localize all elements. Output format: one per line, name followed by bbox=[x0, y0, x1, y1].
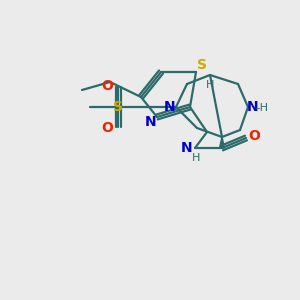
Text: O: O bbox=[248, 129, 260, 143]
Text: O: O bbox=[101, 79, 113, 93]
Text: N: N bbox=[181, 141, 193, 155]
Text: N: N bbox=[247, 100, 259, 114]
Text: S: S bbox=[113, 100, 123, 114]
Text: N: N bbox=[164, 100, 176, 114]
Text: S: S bbox=[197, 58, 207, 72]
Text: –H: –H bbox=[254, 103, 268, 113]
Text: H: H bbox=[192, 153, 200, 163]
Polygon shape bbox=[220, 137, 224, 148]
Text: N: N bbox=[145, 115, 157, 129]
Text: H: H bbox=[206, 80, 214, 90]
Text: O: O bbox=[101, 121, 113, 135]
